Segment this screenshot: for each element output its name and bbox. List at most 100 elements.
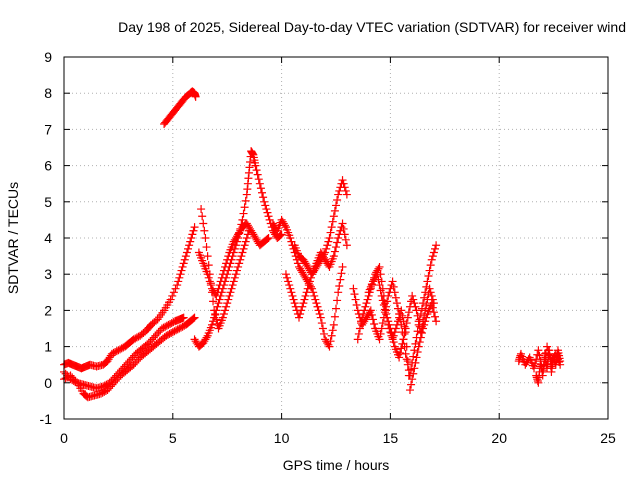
data-point <box>216 277 225 286</box>
data-point <box>280 221 289 230</box>
data-point <box>391 293 400 302</box>
data-point <box>215 281 224 290</box>
data-point <box>420 320 429 329</box>
data-point <box>400 329 409 338</box>
data-point <box>310 291 319 300</box>
data-point <box>226 288 235 297</box>
data-point <box>338 262 347 271</box>
data-point <box>386 324 395 333</box>
data-point <box>412 306 421 315</box>
data-point <box>534 346 543 355</box>
data-point <box>388 333 397 342</box>
data-point <box>328 217 337 226</box>
data-point <box>178 262 187 271</box>
data-point <box>413 348 422 357</box>
data-point <box>333 238 342 247</box>
data-point <box>325 234 334 242</box>
data-point <box>198 212 207 221</box>
data-point <box>299 299 308 308</box>
data-point <box>177 266 186 275</box>
data-point <box>403 313 412 322</box>
data-point <box>404 308 413 317</box>
data-point <box>370 319 379 328</box>
data-point <box>350 290 359 299</box>
data-point <box>332 243 340 252</box>
data-point <box>328 326 337 335</box>
data-point <box>205 270 214 279</box>
data-point <box>320 329 329 338</box>
data-point <box>333 195 342 204</box>
data-point <box>408 291 417 300</box>
data-point <box>312 299 321 308</box>
data-point <box>293 259 302 268</box>
data-point <box>283 273 292 282</box>
data-point <box>352 300 361 309</box>
data-point <box>405 386 414 395</box>
data-point <box>432 317 441 326</box>
data-point <box>401 349 410 358</box>
data-point <box>355 324 364 333</box>
data-point <box>333 296 342 305</box>
data-point <box>426 288 435 297</box>
data-point <box>190 313 199 322</box>
data-point <box>182 248 191 257</box>
data-point <box>426 261 435 270</box>
data-point <box>401 324 410 333</box>
data-point <box>535 351 544 360</box>
data-point <box>341 186 350 195</box>
series-segment-7 <box>197 205 253 333</box>
data-point <box>290 299 299 308</box>
data-point <box>297 306 306 315</box>
data-point <box>367 310 376 319</box>
data-point <box>412 353 421 362</box>
data-point <box>409 295 418 304</box>
data-point <box>339 179 348 188</box>
data-point <box>376 329 385 338</box>
data-point <box>237 252 246 261</box>
data-point <box>176 270 185 279</box>
data-point <box>329 212 338 221</box>
data-point <box>402 319 411 328</box>
data-point <box>382 310 391 319</box>
data-point <box>81 391 90 400</box>
data-point <box>224 252 233 261</box>
data-point <box>395 353 404 362</box>
data-point <box>324 237 333 246</box>
data-point <box>188 230 197 239</box>
data-point <box>387 329 396 338</box>
data-point <box>327 223 336 232</box>
data-point <box>284 277 293 286</box>
data-point <box>228 281 237 290</box>
data-point <box>390 288 399 297</box>
data-point <box>174 277 183 286</box>
data-point <box>389 338 398 347</box>
data-point <box>396 310 405 319</box>
data-point <box>173 281 182 290</box>
data-point <box>330 206 339 215</box>
data-point <box>362 299 371 308</box>
data-point <box>276 231 285 240</box>
data-point <box>420 311 429 320</box>
data-point <box>199 219 208 228</box>
data-point <box>408 375 417 384</box>
data-point <box>222 302 231 311</box>
data-point <box>235 259 244 268</box>
data-point <box>414 342 423 351</box>
data-point <box>411 302 420 311</box>
data-point <box>181 252 190 261</box>
data-point <box>219 266 228 275</box>
data-point <box>407 380 416 389</box>
data-point <box>218 313 227 322</box>
series-segment-1 <box>60 223 199 373</box>
data-point <box>416 328 425 337</box>
data-point <box>334 190 343 199</box>
data-point <box>314 306 323 315</box>
data-point <box>241 196 250 205</box>
data-point <box>402 342 411 351</box>
data-point <box>392 320 401 329</box>
data-point <box>375 281 384 290</box>
data-point <box>411 358 420 367</box>
y-tick-label: 4 <box>44 230 52 246</box>
y-tick-label: 7 <box>44 121 52 137</box>
